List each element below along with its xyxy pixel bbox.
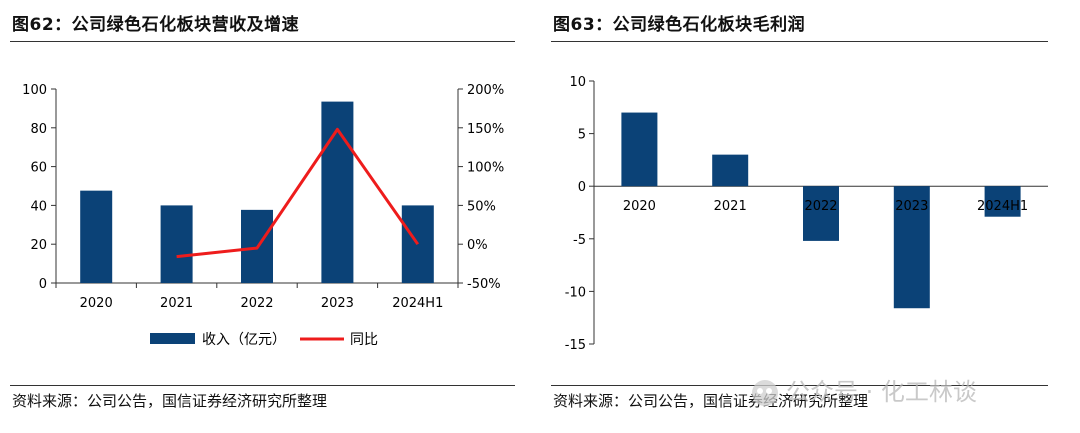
y-tick-label: -15: [565, 338, 586, 353]
gross-profit-bar: [984, 186, 1021, 217]
wechat-logo-icon: [752, 380, 778, 406]
right-source-note: 资料来源：公司公告，国信证券经济研究所整理: [553, 392, 869, 410]
y-tick-label: -10: [565, 285, 586, 300]
left-source-rule: [10, 385, 515, 386]
x-tick-label: 2024H1: [977, 199, 1028, 214]
x-tick-label: 2023: [895, 199, 928, 214]
x-tick-label: 2022: [240, 296, 273, 311]
left-figure-title: 图62：公司绿色石化板块营收及增速: [12, 15, 300, 35]
y-tick-label: 5: [578, 128, 586, 143]
y-tick-label: 0: [39, 277, 47, 292]
y-tick-label: 10: [569, 75, 586, 90]
left-figure-panel: 图62：公司绿色石化板块营收及增速 0 20 40 60 80 100 -50% 0% 50% 1…: [0, 0, 525, 433]
gross-profit-chart: -15 -10 -5 0 5 10 2020 2021 2022 2023 2024H1: [565, 75, 1048, 353]
y-tick-label: 100: [22, 83, 47, 98]
legend-label-revenue: 收入（亿元）: [202, 332, 286, 348]
gross-profit-bar: [803, 186, 839, 241]
left-source-note: 资料来源：公司公告，国信证券经济研究所整理: [12, 392, 328, 410]
revenue-bar: [80, 190, 113, 283]
x-tick-label: 2024H1: [392, 296, 443, 311]
gross-profit-bar: [712, 154, 749, 187]
revenue-growth-chart: 0 20 40 60 80 100 -50% 0% 50% 100% 150% 200% 2020 202…: [22, 83, 504, 348]
x-tick-label: 2021: [714, 199, 747, 214]
y2-tick-label: 50%: [467, 199, 496, 214]
y-tick-label: 0: [578, 180, 586, 195]
watermark: 公众号 · 化工林谈: [752, 372, 1052, 406]
x-tick-label: 2022: [804, 199, 837, 214]
y2-tick-label: 0%: [467, 238, 488, 253]
legend-label-yoy: 同比: [350, 332, 378, 348]
legend-swatch-revenue: [150, 333, 195, 344]
y-tick-label: 20: [30, 238, 47, 253]
left-title-rule: [10, 41, 515, 42]
watermark-text: 公众号 · 化工林谈: [786, 378, 977, 406]
gross-profit-bar: [893, 186, 930, 309]
gross-profit-bar: [621, 112, 658, 187]
y2-tick-label: 100%: [467, 161, 504, 176]
y-tick-label: 60: [30, 161, 47, 176]
x-tick-label: 2021: [160, 296, 193, 311]
y-tick-label: -5: [573, 233, 586, 248]
revenue-bar: [160, 205, 193, 283]
yoy-growth-line: [176, 127, 420, 259]
right-figure-panel: 图63：公司绿色石化板块毛利润 -15 -10 -5 0 5 10 2020 2021 2022…: [548, 0, 1080, 433]
y2-tick-label: 200%: [467, 83, 504, 98]
x-tick-label: 2020: [623, 199, 656, 214]
y-tick-label: 80: [30, 122, 47, 137]
x-tick-label: 2023: [321, 296, 354, 311]
y2-tick-label: -50%: [467, 277, 501, 292]
y2-tick-label: 150%: [467, 122, 504, 137]
y-tick-label: 40: [30, 199, 47, 214]
x-tick-label: 2020: [80, 296, 113, 311]
right-figure-title: 图63：公司绿色石化板块毛利润: [553, 15, 806, 35]
right-title-rule: [551, 41, 1048, 42]
right-source-rule: [551, 385, 1048, 386]
